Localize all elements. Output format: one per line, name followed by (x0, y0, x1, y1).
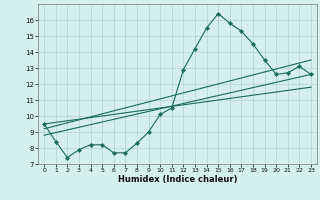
X-axis label: Humidex (Indice chaleur): Humidex (Indice chaleur) (118, 175, 237, 184)
